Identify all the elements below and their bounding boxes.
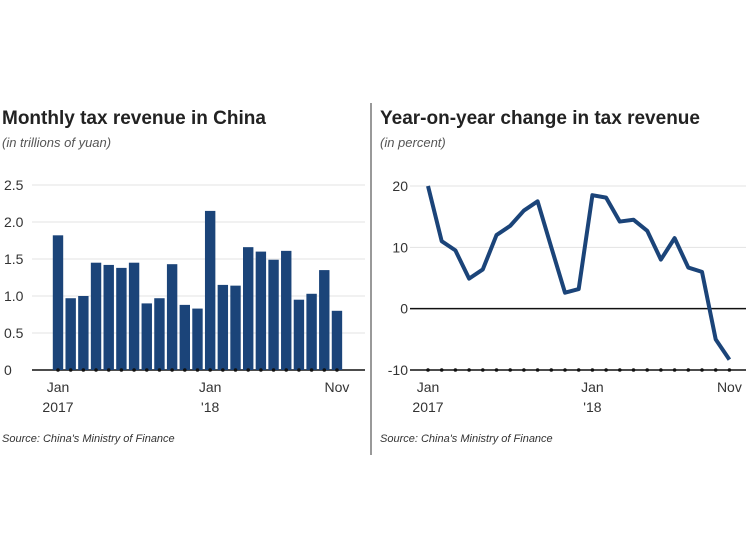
chart-subtitle: (in trillions of yuan) xyxy=(2,135,111,150)
x-tick-dot xyxy=(645,368,649,372)
x-tick-dot xyxy=(322,368,327,372)
bar xyxy=(65,298,76,370)
bar xyxy=(78,296,89,370)
bar xyxy=(255,251,267,370)
bar xyxy=(179,304,190,370)
bar xyxy=(268,259,279,370)
bar xyxy=(217,284,229,370)
x-tick-dot xyxy=(246,368,250,372)
bar xyxy=(204,210,216,370)
bar xyxy=(319,270,330,370)
y-tick-label: 0 xyxy=(4,362,12,378)
x-tick-dot xyxy=(590,368,595,372)
y-tick-label: 1.5 xyxy=(4,251,24,267)
bar xyxy=(90,262,102,370)
x-tick-dot xyxy=(271,368,276,372)
x-tick-dot xyxy=(335,368,339,372)
x-tick-dot xyxy=(297,368,301,372)
x-tick-dot xyxy=(631,368,636,372)
y-tick-label: 1.0 xyxy=(4,288,24,304)
y-tick-label: 20 xyxy=(392,178,408,194)
x-tick-dot xyxy=(259,368,263,372)
x-tick-label: Nov xyxy=(717,379,742,395)
series-line xyxy=(426,185,732,361)
x-tick-dot xyxy=(700,368,704,372)
bar xyxy=(281,250,292,370)
y-tick-label: -10 xyxy=(388,362,408,378)
x-tick-dot xyxy=(170,368,174,372)
chart-subtitle: (in percent) xyxy=(380,135,446,150)
x-tick-dot xyxy=(195,368,200,372)
x-tick-dot xyxy=(535,368,540,372)
bar xyxy=(141,303,152,370)
x-tick-dot xyxy=(56,368,60,372)
y-tick-label: 0.5 xyxy=(4,325,24,341)
x-tick-dot xyxy=(106,368,111,372)
x-tick-dot xyxy=(494,368,499,372)
x-tick-dot xyxy=(604,368,608,372)
y-tick-label: 2.0 xyxy=(4,214,24,230)
chart-title: Year-on-year change in tax revenue xyxy=(380,108,700,129)
bar xyxy=(116,267,127,370)
x-tick-dot xyxy=(284,368,289,372)
x-tick-dot xyxy=(119,368,124,372)
chart-title: Monthly tax revenue in China xyxy=(2,108,266,129)
bar xyxy=(192,308,203,370)
x-tick-dot xyxy=(221,368,225,372)
x-tick-dot xyxy=(183,368,187,372)
bar xyxy=(230,285,241,370)
x-tick-label: Jan xyxy=(47,379,70,395)
bar xyxy=(331,310,343,370)
x-tick-dot xyxy=(453,368,458,372)
x-tick-sublabel: '18 xyxy=(201,399,219,415)
bar xyxy=(293,299,305,370)
x-tick-dot xyxy=(208,368,212,372)
bar xyxy=(154,298,165,370)
x-tick-dot xyxy=(659,368,663,372)
bar xyxy=(306,293,317,370)
x-tick-dot xyxy=(233,368,238,372)
bar xyxy=(243,247,254,370)
x-tick-label: Jan xyxy=(581,379,604,395)
x-tick-dot xyxy=(132,368,136,372)
y-tick-label: 2.5 xyxy=(4,177,24,193)
x-tick-dot xyxy=(481,368,485,372)
x-tick-dot xyxy=(563,368,567,372)
x-tick-label: Jan xyxy=(417,379,440,395)
chart-source: Source: China's Ministry of Finance xyxy=(2,433,175,445)
bar xyxy=(103,264,114,370)
x-tick-dot xyxy=(576,368,581,372)
x-tick-dot xyxy=(426,368,430,372)
x-tick-label: Nov xyxy=(325,379,350,395)
bar-chart-monthly-revenue: Monthly tax revenue in China (in trillio… xyxy=(2,108,365,445)
x-tick-dot xyxy=(508,368,512,372)
x-tick-dot xyxy=(157,368,162,372)
x-tick-dot xyxy=(144,368,149,372)
x-tick-dot xyxy=(618,368,622,372)
x-tick-dot xyxy=(309,368,314,372)
bar xyxy=(128,262,140,370)
y-tick-label: 0 xyxy=(400,301,408,317)
x-tick-sublabel: 2017 xyxy=(412,399,443,415)
x-tick-dot xyxy=(81,368,86,372)
x-tick-dot xyxy=(713,368,718,372)
bar xyxy=(52,235,64,370)
x-tick-dot xyxy=(467,368,471,372)
x-tick-dot xyxy=(522,368,526,372)
x-tick-dot xyxy=(727,368,732,372)
x-tick-dot xyxy=(94,368,98,372)
x-tick-label: Jan xyxy=(199,379,222,395)
x-tick-dot xyxy=(549,368,554,372)
x-tick-sublabel: '18 xyxy=(583,399,601,415)
x-tick-dot xyxy=(686,368,691,372)
x-tick-dot xyxy=(672,368,677,372)
y-tick-label: 10 xyxy=(392,239,408,255)
chart-source: Source: China's Ministry of Finance xyxy=(380,433,553,445)
x-tick-sublabel: 2017 xyxy=(42,399,73,415)
x-tick-dot xyxy=(439,368,444,372)
x-tick-dot xyxy=(68,368,73,372)
line-chart-yoy-change: Year-on-year change in tax revenue (in p… xyxy=(380,108,746,445)
bar xyxy=(166,264,178,370)
